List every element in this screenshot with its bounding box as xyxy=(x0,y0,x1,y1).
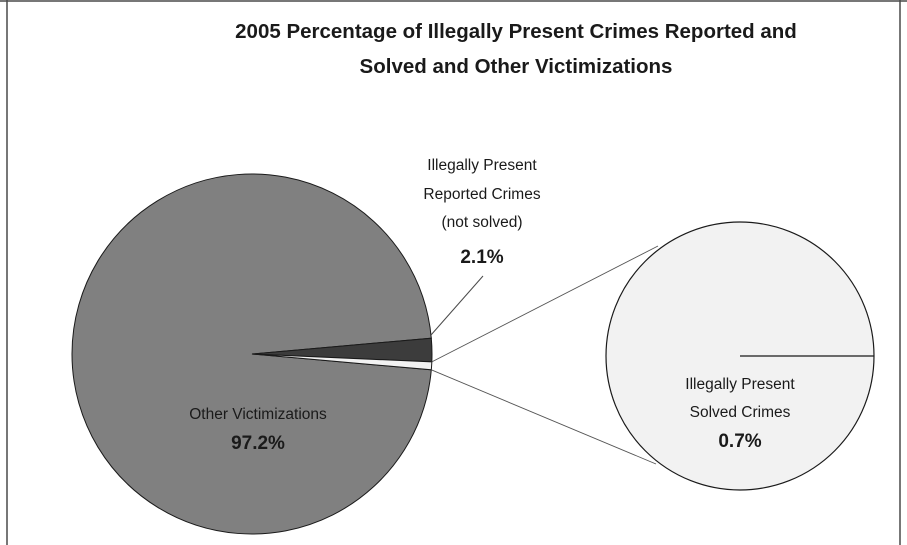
slice-other-victimizations xyxy=(71,173,432,535)
leader-line-reported-crimes xyxy=(430,275,484,336)
chart-title-line-2: Solved and Other Victimizations xyxy=(360,55,673,78)
slice-label-solved-crimes-line-1: Illegally Present xyxy=(685,376,795,393)
connector-line-top xyxy=(431,245,659,363)
slice-value-other-victimizations: 97.2% xyxy=(231,433,285,454)
pie-connector-lines xyxy=(431,245,659,465)
slice-label-other-victimizations: Other Victimizations xyxy=(189,406,327,423)
slice-label-solved-crimes-line-2: Solved Crimes xyxy=(690,404,791,421)
main-pie xyxy=(71,173,433,535)
slice-label-reported-crimes-line-2: Reported Crimes xyxy=(423,186,540,203)
slice-value-reported-crimes: 2.1% xyxy=(460,247,503,268)
slice-label-reported-crimes-line-3: (not solved) xyxy=(442,214,523,231)
secondary-pie xyxy=(605,221,875,491)
slice-label-reported-crimes-line-1: Illegally Present xyxy=(427,157,537,174)
connector-line-bottom xyxy=(431,369,657,465)
slice-value-solved-crimes: 0.7% xyxy=(718,431,761,452)
chart-title-line-1: 2005 Percentage of Illegally Present Cri… xyxy=(235,20,797,43)
